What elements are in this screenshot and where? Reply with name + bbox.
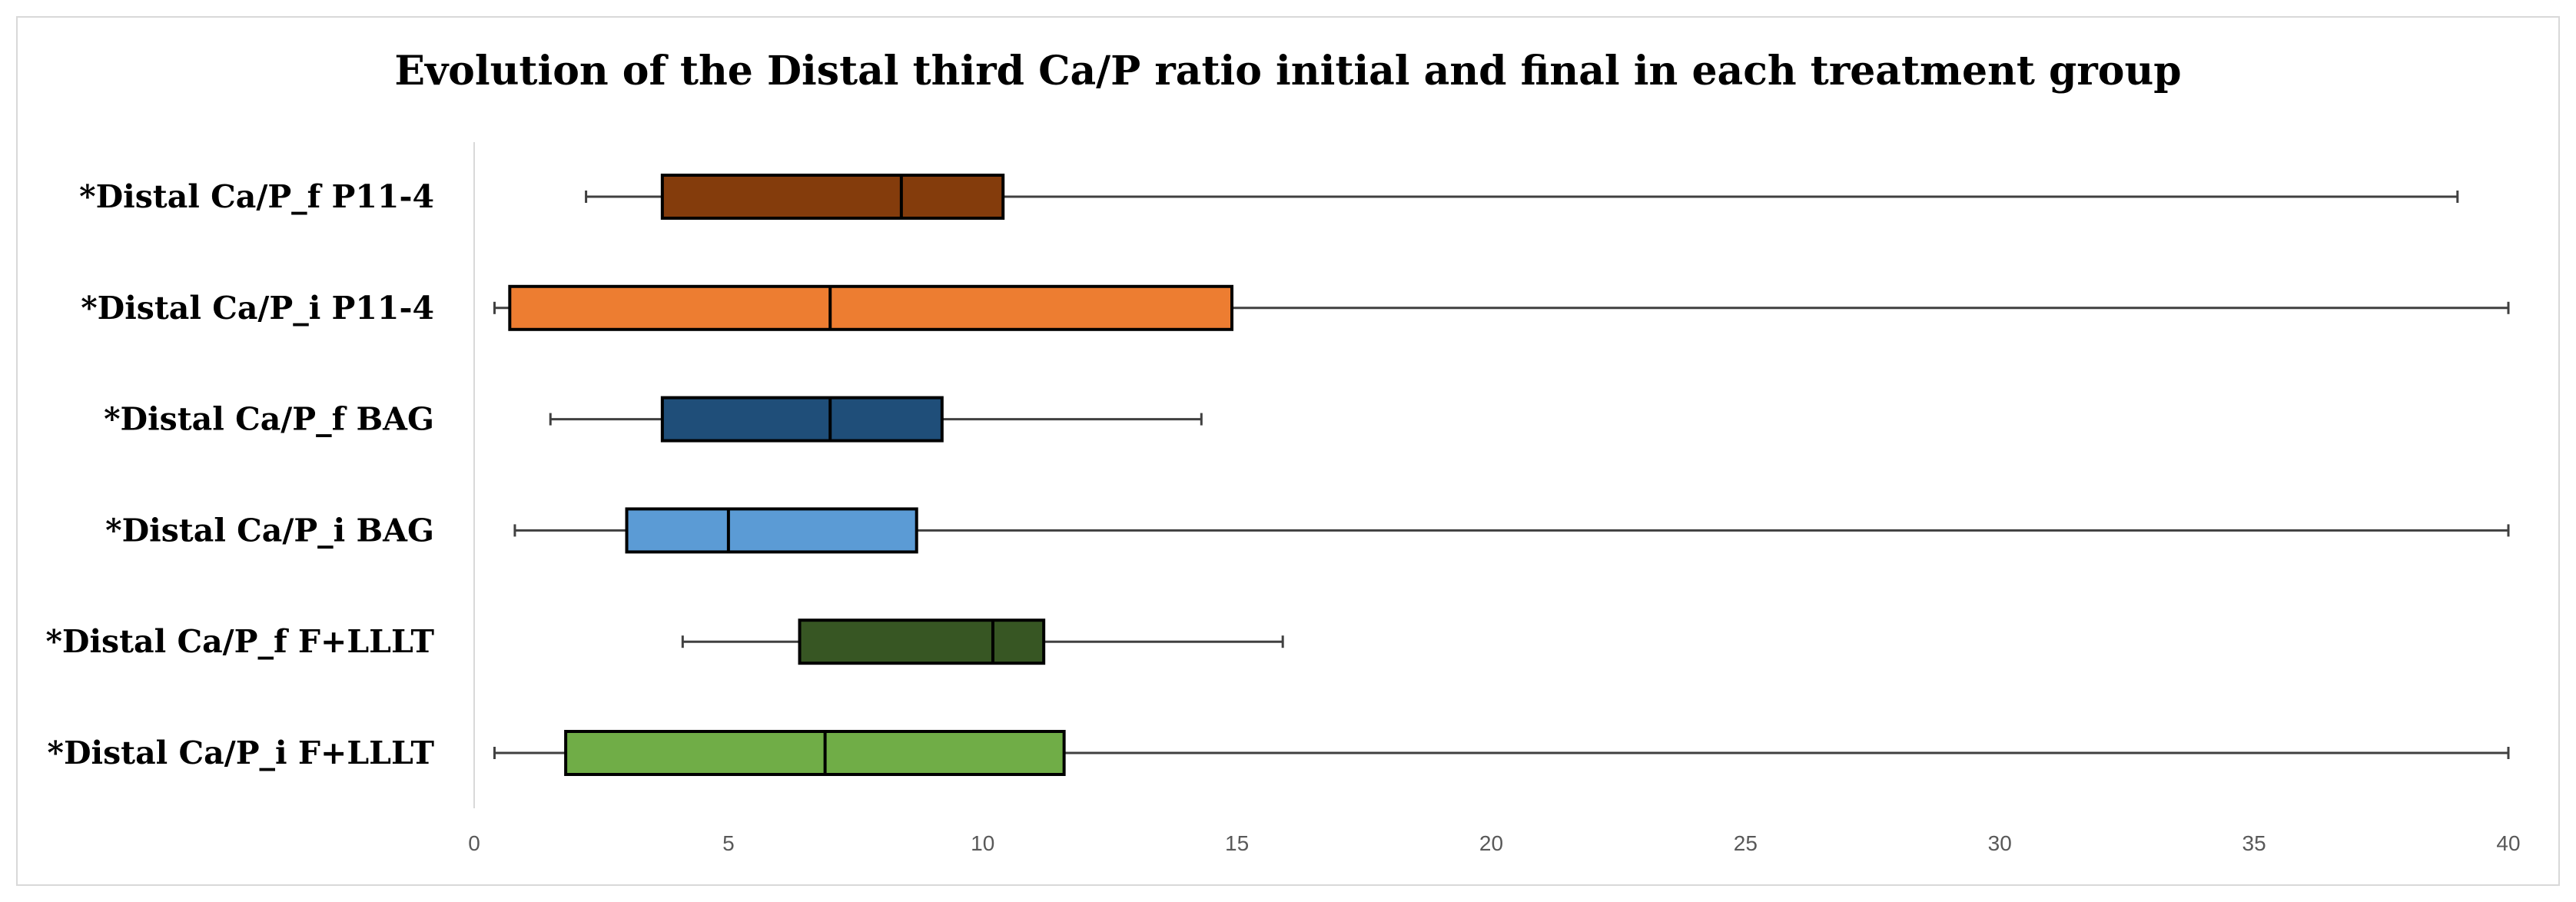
chart-area: [16, 16, 2560, 886]
x-tick-label: 30: [1988, 831, 2012, 855]
x-tick-label: 10: [971, 831, 994, 855]
x-tick-label: 20: [1479, 831, 1503, 855]
x-tick-label: 0: [468, 831, 480, 855]
x-tick-label: 40: [2496, 831, 2520, 855]
box: [660, 396, 944, 443]
category-label: *Distal Ca/P_f BAG: [104, 401, 434, 438]
x-tick-label: 5: [722, 831, 735, 855]
box: [660, 174, 1005, 220]
category-label: *Distal Ca/P_i F+LLLT: [48, 735, 435, 771]
category-label: *Distal Ca/P_f F+LLLT: [45, 623, 434, 660]
box: [798, 618, 1046, 665]
box: [508, 284, 1234, 331]
chart-title: Evolution of the Distal third Ca/P ratio…: [394, 48, 2182, 95]
category-label: *Distal Ca/P_i P11-4: [81, 290, 434, 327]
category-label: *Distal Ca/P_f P11-4: [79, 178, 434, 215]
category-label: *Distal Ca/P_i BAG: [105, 512, 434, 549]
x-tick-label: 25: [1734, 831, 1758, 855]
box: [564, 730, 1066, 776]
x-tick-label: 15: [1225, 831, 1249, 855]
x-tick-label: 35: [2242, 831, 2266, 855]
box: [625, 507, 918, 554]
